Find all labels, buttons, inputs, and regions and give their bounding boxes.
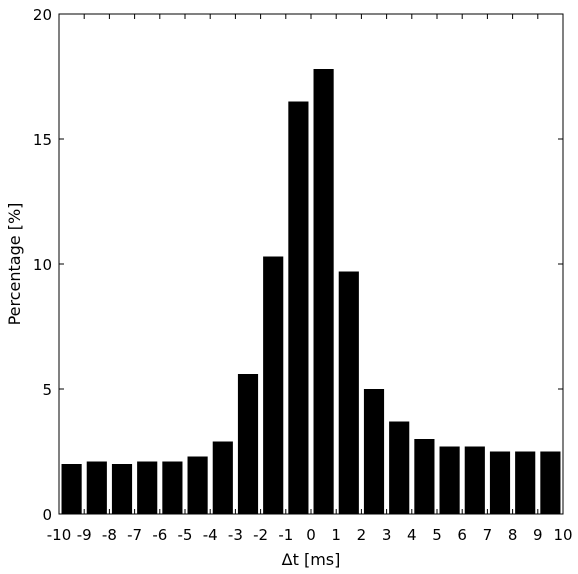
x-ticks-group: -10 -9 -8 -7 -6 -5 -4 -3 -2 -1 0 1 2 3 4 5 6 7 8 9 10	[47, 14, 573, 544]
bars-group	[61, 69, 561, 514]
bar	[414, 439, 435, 514]
y-tick-label: 10	[33, 256, 52, 274]
x-tick-label: -5	[178, 526, 193, 544]
bar	[489, 451, 511, 514]
bar	[515, 451, 536, 514]
plot-frame	[58, 13, 564, 515]
x-tick-label: -1	[278, 526, 293, 544]
bar	[137, 461, 158, 514]
bar	[313, 69, 334, 514]
x-tick-label: -9	[77, 526, 92, 544]
x-tick-label: 8	[508, 526, 518, 544]
bar	[338, 271, 359, 514]
x-tick-label: 2	[357, 526, 367, 544]
x-tick-label: -4	[203, 526, 218, 544]
x-tick-label: 1	[331, 526, 341, 544]
bar	[439, 446, 460, 514]
x-tick-label: 6	[457, 526, 467, 544]
x-tick-label: 4	[407, 526, 417, 544]
bar	[288, 101, 309, 514]
x-tick-label: 10	[553, 526, 572, 544]
bar	[61, 464, 82, 514]
bar	[237, 374, 259, 514]
bar	[212, 441, 233, 514]
y-tick-label: 5	[42, 381, 52, 399]
bar	[187, 456, 208, 514]
bar	[111, 464, 133, 514]
x-tick-label: 9	[533, 526, 543, 544]
bar	[363, 389, 385, 514]
x-tick-label: 5	[432, 526, 442, 544]
x-tick-label: -7	[127, 526, 142, 544]
bar	[162, 461, 183, 514]
x-tick-label: 0	[306, 526, 316, 544]
x-tick-label: -10	[47, 526, 72, 544]
y-tick-label: 20	[33, 6, 52, 24]
y-tick-label: 0	[42, 506, 52, 524]
bar	[540, 451, 561, 514]
x-tick-label: -8	[102, 526, 117, 544]
bar	[464, 446, 485, 514]
x-axis-label: Δt [ms]	[282, 550, 341, 569]
y-ticks-group: 0 5 10 15 20	[33, 6, 563, 524]
x-tick-label: -3	[228, 526, 243, 544]
x-tick-label: -6	[152, 526, 167, 544]
bar	[86, 461, 107, 514]
x-tick-label: 3	[382, 526, 392, 544]
x-tick-label: 7	[483, 526, 493, 544]
x-tick-label: -2	[253, 526, 268, 544]
y-tick-label: 15	[33, 131, 52, 149]
y-axis-label: Percentage [%]	[5, 203, 24, 326]
bar	[263, 256, 284, 514]
bar	[389, 421, 410, 514]
